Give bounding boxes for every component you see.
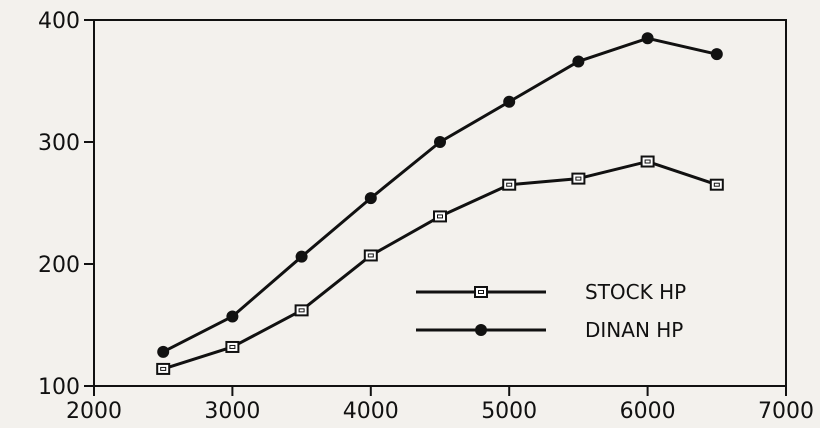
x-tick-label: 2000 [66, 399, 122, 424]
y-tick-label: 100 [38, 375, 80, 400]
x-tick-label: 7000 [758, 399, 814, 424]
data-point-dinan-hp [710, 48, 723, 61]
data-point-stock-hp [571, 172, 586, 185]
y-tick-label: 400 [38, 9, 80, 34]
data-point-stock-hp [640, 155, 655, 168]
legend-label-stock-hp: STOCK HP [585, 280, 686, 304]
data-point-stock-hp [225, 340, 240, 353]
legend-marker-dinan-hp [475, 324, 487, 336]
data-point-dinan-hp [434, 136, 446, 148]
data-point-dinan-hp [226, 310, 239, 323]
series-layer [156, 32, 724, 375]
plot-area-frame [93, 19, 787, 387]
y-tick-label: 300 [38, 131, 80, 156]
data-point-stock-hp [294, 304, 309, 317]
data-point-stock-hp [709, 178, 724, 191]
data-point-stock-hp [156, 362, 171, 375]
data-point-dinan-hp [157, 345, 170, 358]
x-tick-label: 3000 [204, 399, 260, 424]
y-axis: 100 200 300 400 [38, 9, 94, 400]
data-point-dinan-hp [364, 192, 377, 205]
data-point-dinan-hp [503, 95, 516, 108]
y-tick-label: 200 [38, 253, 80, 278]
data-point-stock-hp [502, 178, 517, 191]
x-tick-label: 4000 [343, 399, 399, 424]
data-point-dinan-hp [641, 32, 654, 45]
legend: STOCK HP DINAN HP [416, 280, 686, 342]
legend-label-dinan-hp: DINAN HP [585, 318, 683, 342]
x-tick-label: 5000 [481, 399, 537, 424]
data-point-dinan-hp [295, 250, 308, 263]
data-point-stock-hp [363, 249, 378, 262]
x-axis: 2000 3000 4000 5000 6000 7000 [66, 386, 814, 424]
data-point-dinan-hp [572, 55, 585, 68]
series-line-dinan-hp [162, 36, 718, 354]
legend-marker-stock-hp [474, 286, 488, 298]
x-tick-label: 6000 [620, 399, 676, 424]
data-point-stock-hp [433, 210, 447, 223]
